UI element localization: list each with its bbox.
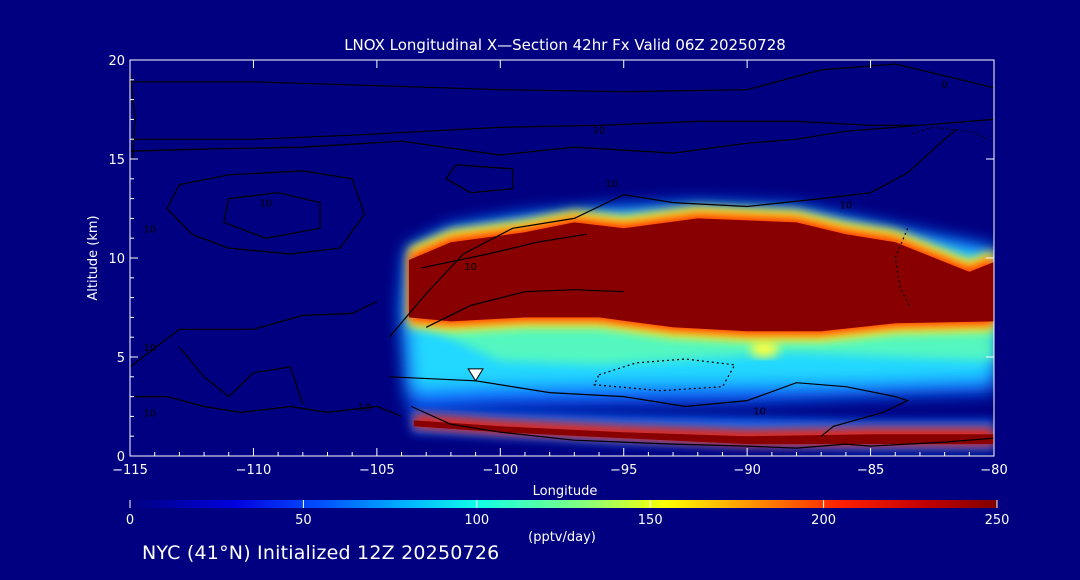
contour-label: 10 [464,262,477,273]
colorbar-tick-label: 50 [295,513,312,528]
contour-line [425,289,624,328]
colorbar-tick-label: 150 [638,513,663,528]
contour-line [130,69,136,160]
contour-line [130,118,994,156]
colorbar-tick-label: 200 [811,513,836,528]
contour-label: 10 [143,224,156,235]
x-tick-label: −90 [733,463,760,478]
contour-line [223,192,321,239]
contour-line-dotted [912,126,990,140]
heat-yellow-spot [750,341,779,358]
y-tick-label: 20 [108,54,125,69]
contour-line [178,346,304,405]
contour-line [411,405,994,449]
contour-label: 10 [259,199,272,210]
heat-upper-core [408,218,994,332]
contour-line-dotted [593,358,736,392]
marker-triangle [467,368,484,382]
contour-line [445,164,514,194]
contour-line-dotted [894,228,911,308]
colorbar-tick-label: 100 [464,513,489,528]
contour-line [421,233,587,269]
contour-label: 10 [840,201,853,212]
colorbar-label: (pptv/day) [528,530,596,545]
footer-caption: NYC (41°N) Initialized 12Z 20250726 [142,542,500,564]
contour-line [130,301,378,368]
chart-title: LNOX Longitudinal X—Section 42hr Fx Vali… [344,36,786,54]
contour-label: 0 [941,80,947,91]
contour-label: 10 [358,403,371,414]
x-tick-label: −100 [482,463,518,478]
x-tick-label: −80 [980,463,1007,478]
contour-line [130,63,994,93]
colorbar [130,500,997,508]
contour-line [134,396,402,417]
contour-label: 10 [143,343,156,354]
contour-label: 10 [593,125,606,136]
x-tick-label: −95 [610,463,637,478]
contour-label: 10 [143,408,156,419]
y-tick-label: 10 [108,252,125,267]
contour-label: 10 [753,406,766,417]
x-tick-label: −110 [236,463,272,478]
x-tick-label: −85 [857,463,884,478]
contour-layer: 10 10 10 10 10 10 10 10 10 10 0 [130,63,994,449]
colorbar-tick-label: 0 [126,513,134,528]
y-tick-label: 15 [108,153,125,168]
x-axis-ticks: −115 −110 −105 −100 −95 −90 −85 −80 [112,60,1008,478]
y-axis-label: Altitude (km) [86,215,101,300]
contour-line [389,376,910,437]
heat-layer [401,202,994,451]
heat-lower-core [413,420,994,445]
colorbar-tick-label: 250 [985,513,1010,528]
contour-line [166,170,366,255]
contour-line [130,120,920,140]
x-tick-label: −115 [112,463,148,478]
y-tick-label: 0 [117,450,125,465]
x-axis-label: Longitude [533,484,598,499]
contour-label: 10 [605,179,618,190]
colorbar-ticks: 0 50 100 150 200 250 [126,500,1010,528]
y-tick-label: 5 [117,351,125,366]
y-axis-ticks: 0 5 10 15 20 [108,54,994,465]
x-tick-label: −105 [359,463,395,478]
contour-line [388,128,958,338]
